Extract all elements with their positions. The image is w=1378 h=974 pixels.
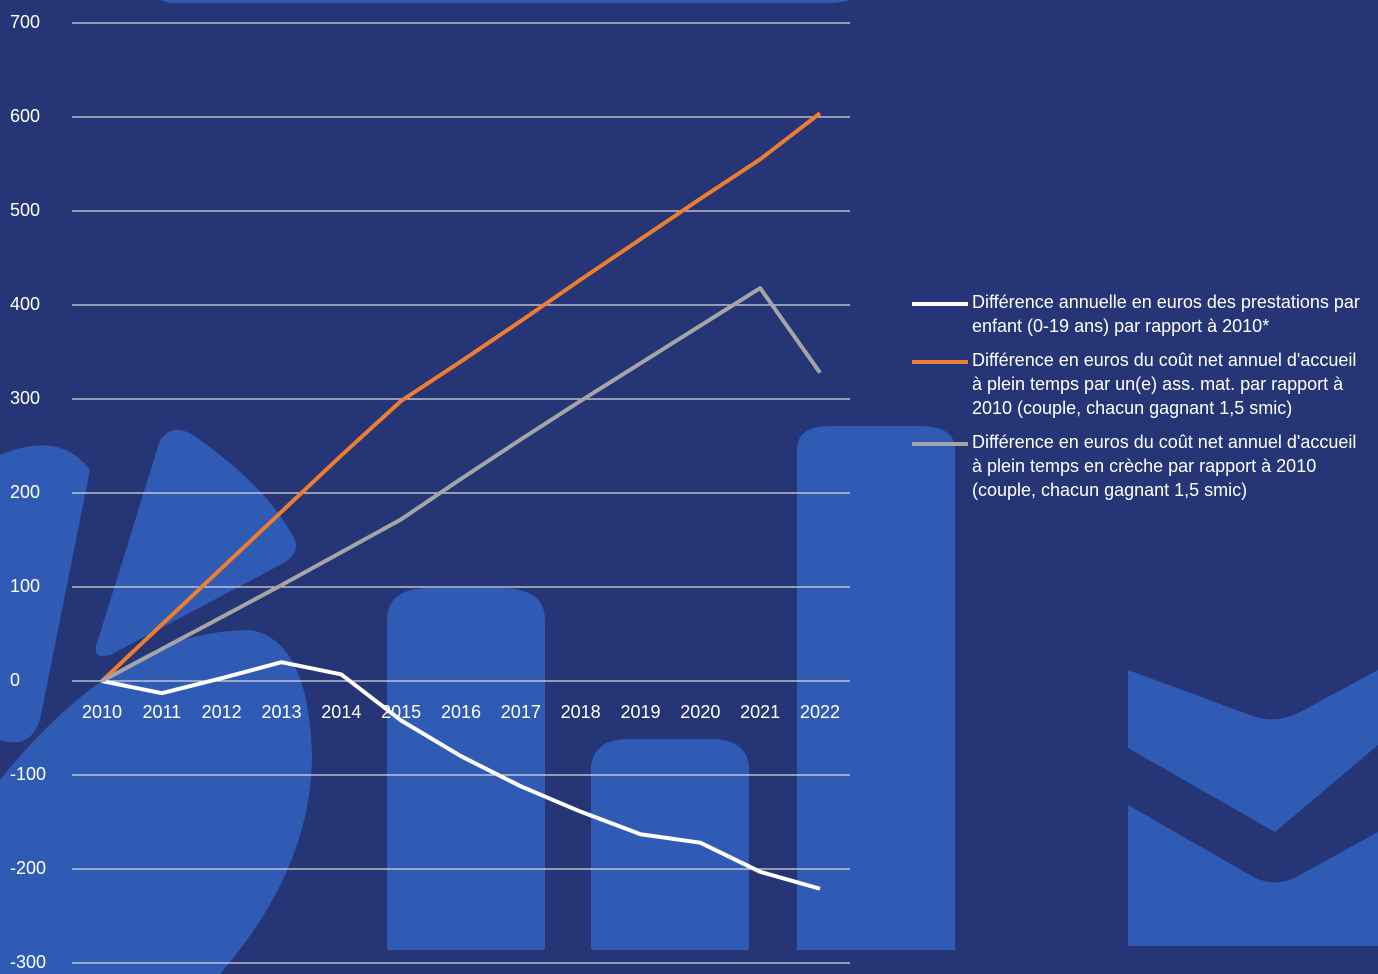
legend-label: Différence en euros du coût net annuel d… — [972, 432, 1357, 500]
x-tick-label: 2020 — [680, 702, 720, 722]
series-line — [101, 660, 821, 891]
x-tick-label: 2010 — [82, 702, 122, 722]
y-tick-label: 0 — [10, 670, 20, 690]
y-tick-label: 700 — [10, 12, 40, 32]
x-tick-label: 2022 — [800, 702, 840, 722]
legend-label: Différence annuelle en euros des prestat… — [972, 292, 1360, 336]
series-line — [101, 286, 822, 683]
y-tick-label: 400 — [10, 294, 40, 314]
x-tick-label: 2013 — [261, 702, 301, 722]
x-tick-label: 2014 — [321, 702, 361, 722]
x-tick-label: 2015 — [381, 702, 421, 722]
x-tick-label: 2019 — [620, 702, 660, 722]
legend-item: Différence en euros du coût net annuel d… — [912, 430, 1362, 502]
x-tick-label: 2016 — [441, 702, 481, 722]
y-tick-label: 200 — [10, 482, 40, 502]
y-tick-label: -300 — [10, 952, 46, 972]
y-tick-label: -100 — [10, 764, 46, 784]
x-tick-label: 2011 — [142, 702, 181, 722]
series-line — [100, 111, 822, 683]
y-tick-label: -200 — [10, 858, 46, 878]
legend-swatch — [912, 360, 968, 364]
legend-item: Différence annuelle en euros des prestat… — [912, 290, 1362, 338]
x-tick-label: 2017 — [501, 702, 541, 722]
legend-label: Différence en euros du coût net annuel d… — [972, 350, 1357, 418]
x-tick-label: 2012 — [202, 702, 242, 722]
y-tick-label: 500 — [10, 200, 40, 220]
x-tick-label: 2021 — [740, 702, 780, 722]
x-tick-label: 2018 — [561, 702, 601, 722]
y-tick-label: 100 — [10, 576, 40, 596]
legend-swatch — [912, 302, 968, 306]
legend-swatch — [912, 442, 968, 446]
y-tick-label: 600 — [10, 106, 40, 126]
legend: Différence annuelle en euros des prestat… — [912, 290, 1362, 512]
legend-item: Différence en euros du coût net annuel d… — [912, 348, 1362, 420]
y-tick-label: 300 — [10, 388, 40, 408]
